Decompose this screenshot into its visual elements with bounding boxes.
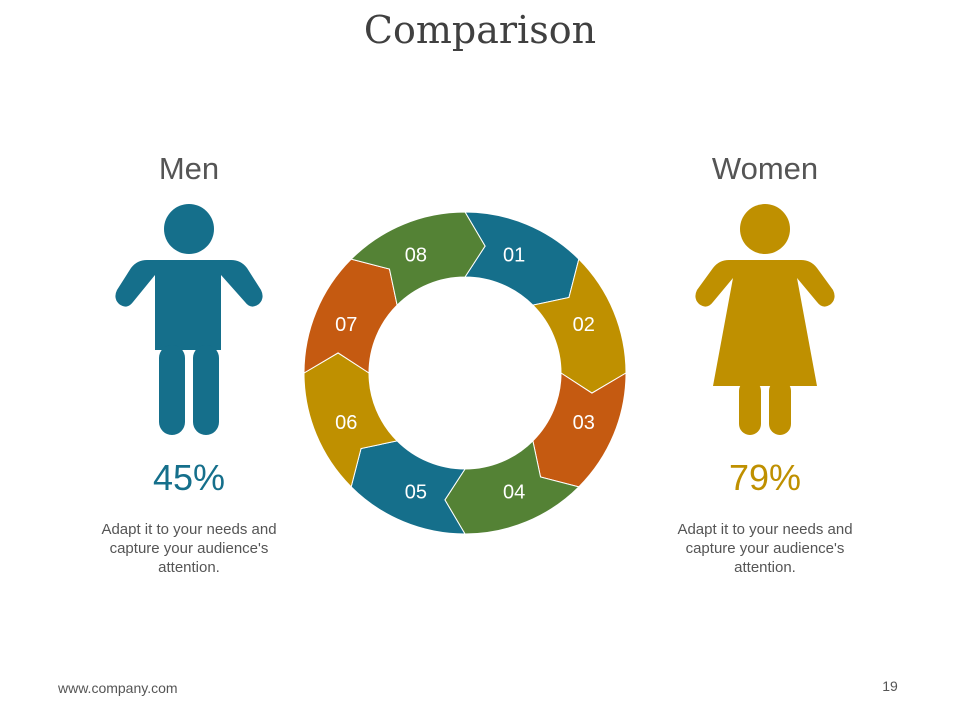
cycle-diagram: 01 02 03 04 05 06 07 08 — [300, 208, 630, 538]
cycle-segment-label-07: 07 — [335, 314, 357, 336]
men-caption-line-1: Adapt it to your needs and — [101, 521, 277, 538]
men-caption-line-2: capture your audience's — [109, 540, 269, 557]
women-percent: 79% — [728, 457, 802, 498]
men-caption: Adapt it to your needs and capture your … — [89, 520, 289, 577]
cycle-segment-label-04: 04 — [503, 482, 525, 504]
slide-title: Comparison — [363, 8, 597, 52]
cycle-segment-label-03: 03 — [573, 412, 595, 434]
cycle-segment-label-02: 02 — [573, 314, 595, 336]
cycle-segment-label-05: 05 — [405, 482, 427, 504]
men-heading: Men — [158, 151, 220, 186]
women-caption-line-3: attention. — [734, 559, 796, 576]
page-number: 19 — [882, 678, 898, 694]
women-caption: Adapt it to your needs and capture your … — [665, 520, 865, 577]
cycle-segment-label-01: 01 — [503, 244, 525, 266]
male-figure-icon — [109, 200, 269, 440]
cycle-segment-label-06: 06 — [335, 412, 357, 434]
female-figure-icon — [685, 200, 845, 440]
cycle-segment-08 — [350, 211, 486, 307]
women-caption-line-2: capture your audience's — [685, 540, 845, 557]
men-caption-line-3: attention. — [158, 559, 220, 576]
footer-url: www.company.com — [58, 680, 178, 696]
women-heading: Women — [711, 151, 819, 186]
cycle-segment-label-08: 08 — [405, 244, 427, 266]
women-caption-line-1: Adapt it to your needs and — [677, 521, 853, 538]
men-percent: 45% — [152, 457, 226, 498]
